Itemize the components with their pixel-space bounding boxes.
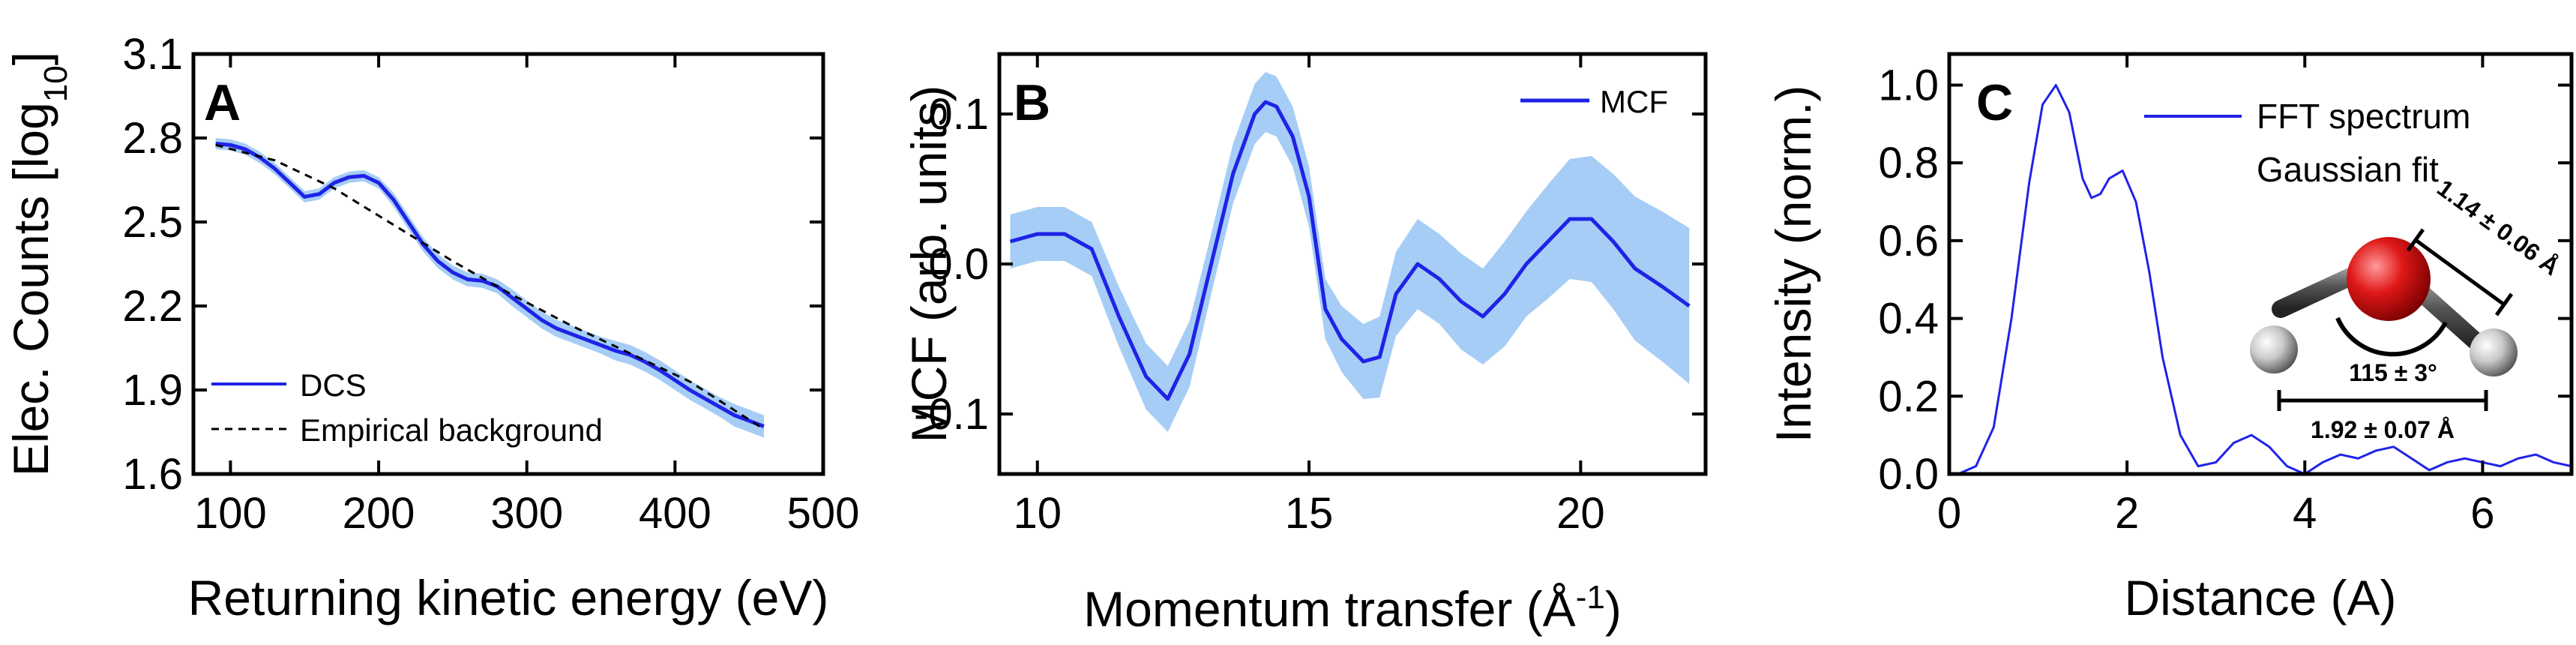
error-band-mcf xyxy=(1010,72,1690,432)
bond-length-bracket xyxy=(2406,228,2514,316)
y-tick-label: 0.0 xyxy=(928,240,989,289)
x-tick-label: 20 xyxy=(1556,489,1605,538)
panel-c-y-ticks: 0.0 0.2 0.4 0.6 0.8 1.0 xyxy=(1878,61,2572,499)
panel-a-x-axis-label: Returning kinetic energy (eV) xyxy=(188,570,829,626)
x-tick-label: 15 xyxy=(1285,489,1334,538)
error-band-dcs xyxy=(215,138,764,438)
legend-mcf-label: MCF xyxy=(1600,84,1668,119)
panel-a-y-ticks: 1.6 1.9 2.2 2.5 2.8 3.1 xyxy=(122,30,823,499)
panel-b-x-ticks: 10 15 20 xyxy=(1013,54,1605,538)
y-tick-label: 1.0 xyxy=(1878,61,1939,110)
water-molecule-inset: 1.14 ± 0.06 Å 115 ± 3° 1.92 ± 0.07 Å xyxy=(2250,174,2565,443)
bond-angle-arc xyxy=(2335,316,2448,357)
x-tick-label: 10 xyxy=(1013,489,1062,538)
panel-b-label: B xyxy=(1014,74,1050,131)
angle-annotation: 115 ± 3° xyxy=(2349,359,2437,386)
panel-b-y-ticks: -0.1 0.0 0.1 xyxy=(914,90,1706,439)
x-tick-label: 300 xyxy=(490,489,563,538)
panel-a: 100 200 300 400 500 1.6 1.9 2.2 2.5 2.8 3.1 A Ret… xyxy=(3,30,859,626)
panel-a-legend: DCS Empirical background xyxy=(211,368,603,448)
series-line-fft-spectrum xyxy=(1957,83,2572,476)
hydrogen-atom-right-icon xyxy=(2470,328,2518,376)
panel-a-frame xyxy=(191,52,825,476)
panel-b-lines xyxy=(1009,100,1691,401)
legend-fft-label: FFT spectrum xyxy=(2257,97,2470,136)
oxygen-atom-icon xyxy=(2347,237,2431,321)
panel-c-legend: FFT spectrum Gaussian fit xyxy=(2144,97,2470,189)
hydrogen-atom-left-icon xyxy=(2250,326,2298,374)
panel-c-lines xyxy=(1957,83,2572,476)
y-tick-label: 0.6 xyxy=(1878,217,1939,266)
y-tick-label: 2.5 xyxy=(122,198,183,247)
legend-background-label: Empirical background xyxy=(300,412,603,448)
y-tick-label: 0.8 xyxy=(1878,139,1939,188)
x-tick-label: 500 xyxy=(787,489,860,538)
panel-b-y-axis-label: MCF (arb. units) xyxy=(901,86,957,443)
y-tick-label: 0.1 xyxy=(928,90,989,139)
panel-b: 10 15 20 -0.1 0.0 0.1 B Momentum transfer (Å… xyxy=(901,52,1708,638)
legend-dcs-label: DCS xyxy=(300,368,367,403)
dcs-error-band xyxy=(215,138,764,438)
x-tick-label: 100 xyxy=(194,489,267,538)
panel-a-label: A xyxy=(204,74,241,131)
panel-c-x-axis-label: Distance (A) xyxy=(2124,570,2396,626)
x-tick-label: 4 xyxy=(2293,489,2317,538)
y-tick-label: 2.2 xyxy=(122,282,183,331)
x-tick-label: 6 xyxy=(2470,489,2494,538)
distance-annotation: 1.92 ± 0.07 Å xyxy=(2311,416,2455,443)
panel-c: 0 2 4 6 0.0 0.2 0.4 0.6 0.8 1.0 C Distance (A) I… xyxy=(1766,52,2574,626)
y-tick-label: 2.8 xyxy=(122,114,183,163)
x-tick-label: 0 xyxy=(1937,489,1961,538)
y-tick-label: 0.2 xyxy=(1878,372,1939,421)
panel-c-y-axis-label: Intensity (norm.) xyxy=(1766,86,1821,443)
y-tick-label: -0.1 xyxy=(914,390,989,439)
series-line-dcs xyxy=(215,141,765,428)
panel-b-legend: MCF xyxy=(1520,84,1668,119)
y-tick-label: 0.0 xyxy=(1878,450,1939,499)
panel-c-label: C xyxy=(1976,74,2013,131)
panel-c-x-ticks: 0 2 4 6 xyxy=(1937,54,2495,538)
panel-b-x-axis-label: Momentum transfer (Å-1) xyxy=(1083,579,1622,638)
panel-c-frame xyxy=(1947,52,2574,476)
y-tick-label: 0.4 xyxy=(1878,295,1939,344)
x-tick-label: 2 xyxy=(2115,489,2139,538)
x-tick-label: 400 xyxy=(639,489,711,538)
panel-a-x-ticks: 100 200 300 400 500 xyxy=(194,54,859,538)
panel-a-y-axis-label: Elec. Counts [log10] xyxy=(3,52,74,476)
y-tick-label: 3.1 xyxy=(122,30,183,79)
panel-a-lines xyxy=(215,141,765,430)
y-tick-label: 1.6 xyxy=(122,450,183,499)
y-tick-label: 1.9 xyxy=(122,366,183,415)
series-line-empirical-background xyxy=(215,143,765,430)
distance-bracket xyxy=(2277,390,2488,411)
x-tick-label: 200 xyxy=(343,489,415,538)
legend-gaussian-label: Gaussian fit xyxy=(2257,150,2439,189)
mcf-error-band xyxy=(1010,72,1690,432)
series-line-mcf xyxy=(1009,100,1691,401)
